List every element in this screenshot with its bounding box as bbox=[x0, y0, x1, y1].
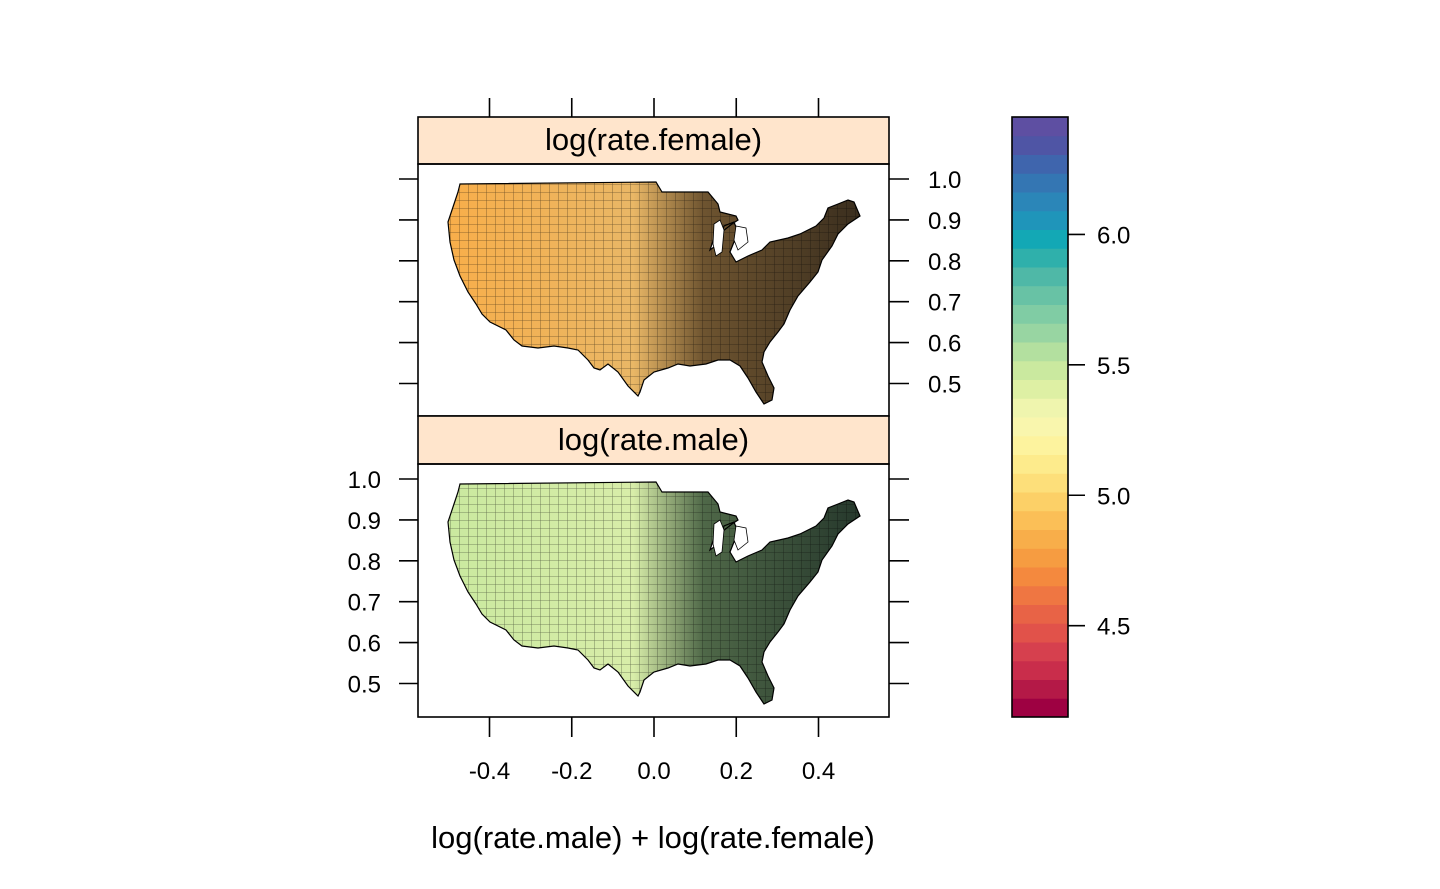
x-axis: -0.4 -0.2 0.0 0.2 0.4 bbox=[469, 98, 835, 785]
y-axis: 1.0 1.0 0.9 0.9 0.8 0.8 0.7 0.7 0.6 0.6 0.5 0.5 bbox=[348, 167, 962, 699]
y-tick-label-left: 0.5 bbox=[348, 672, 381, 699]
colorkey-swatch bbox=[1012, 248, 1068, 268]
y-tick-label-right: 0.8 bbox=[928, 249, 961, 276]
strip-female bbox=[417, 116, 890, 165]
colorkey-tick-label: 5.0 bbox=[1097, 483, 1130, 510]
colorkey-swatch bbox=[1012, 435, 1068, 455]
colorkey-swatch bbox=[1012, 679, 1068, 699]
colorkey-swatch bbox=[1012, 585, 1068, 605]
county-borders bbox=[448, 182, 860, 404]
y-tick-label-left: 0.7 bbox=[348, 590, 381, 617]
color-key: 4.5 5.0 5.5 6.0 bbox=[1011, 116, 1130, 718]
lake-michigan bbox=[712, 219, 725, 257]
colorkey-swatch bbox=[1012, 342, 1068, 362]
y-tick-label-left: 0.8 bbox=[348, 549, 381, 576]
colorkey-swatch bbox=[1012, 510, 1068, 530]
colorkey-swatch bbox=[1012, 698, 1068, 718]
x-axis-title: log(rate.male) + log(rate.female) bbox=[431, 820, 875, 855]
colorkey-swatch bbox=[1012, 210, 1068, 230]
colorkey-tick-label: 4.5 bbox=[1097, 614, 1130, 641]
colorkey-swatch bbox=[1012, 398, 1068, 418]
us-county-map-male bbox=[447, 481, 861, 705]
panel-male: log(rate.male) bbox=[417, 415, 890, 718]
x-tick-label: 0.4 bbox=[802, 758, 835, 785]
strip-male bbox=[417, 415, 890, 465]
lake-huron bbox=[733, 225, 749, 251]
colorkey-swatch bbox=[1012, 154, 1068, 174]
y-tick-label-right: 0.7 bbox=[928, 290, 961, 317]
colorkey-tick-label: 5.5 bbox=[1097, 353, 1130, 380]
colorkey-swatch bbox=[1012, 548, 1068, 568]
y-tick-label-right: 0.9 bbox=[928, 208, 961, 235]
colorkey-swatch bbox=[1012, 379, 1068, 399]
panel-female: log(rate.female) bbox=[417, 116, 890, 417]
x-tick-label: -0.4 bbox=[469, 758, 510, 785]
colorkey-tick-label: 6.0 bbox=[1097, 222, 1130, 249]
colorkey-swatch bbox=[1012, 173, 1068, 193]
colorkey-swatch bbox=[1012, 323, 1068, 343]
colorkey-swatch bbox=[1012, 285, 1068, 305]
colorkey-swatch bbox=[1012, 360, 1068, 380]
strip-label-male: log(rate.male) bbox=[558, 422, 749, 457]
colorkey-swatch bbox=[1012, 229, 1068, 249]
y-tick-label-left: 0.6 bbox=[348, 631, 381, 658]
lake-huron bbox=[733, 525, 749, 551]
colorkey-swatch bbox=[1012, 454, 1068, 474]
colorkey-swatch bbox=[1012, 529, 1068, 549]
colorkey-swatch bbox=[1012, 417, 1068, 437]
colorkey-swatch bbox=[1012, 135, 1068, 155]
strip-label-female: log(rate.female) bbox=[545, 122, 762, 157]
colorkey-swatch bbox=[1012, 473, 1068, 493]
colorkey-frame bbox=[1011, 116, 1069, 718]
colorkey-swatch bbox=[1012, 267, 1068, 287]
x-tick-label: 0.0 bbox=[637, 758, 670, 785]
colorkey-swatch bbox=[1012, 660, 1068, 680]
us-county-map-female bbox=[447, 181, 861, 405]
x-tick-label: 0.2 bbox=[720, 758, 753, 785]
county-borders bbox=[448, 482, 860, 704]
colorkey-swatch bbox=[1012, 604, 1068, 624]
colorkey-swatch bbox=[1012, 623, 1068, 643]
y-tick-label-right: 1.0 bbox=[928, 167, 961, 194]
colorkey-swatch bbox=[1012, 304, 1068, 324]
lake-michigan bbox=[712, 519, 725, 557]
x-tick-label: -0.2 bbox=[551, 758, 592, 785]
colorkey-swatch bbox=[1012, 642, 1068, 662]
y-tick-label-left: 0.9 bbox=[348, 508, 381, 535]
y-tick-label-right: 0.6 bbox=[928, 331, 961, 358]
colorkey-swatch bbox=[1012, 492, 1068, 512]
y-tick-label-right: 0.5 bbox=[928, 372, 961, 399]
colorkey-swatch bbox=[1012, 567, 1068, 587]
colorkey-swatch bbox=[1012, 117, 1068, 137]
y-tick-label-left: 1.0 bbox=[348, 467, 381, 494]
colorkey-swatch bbox=[1012, 192, 1068, 212]
